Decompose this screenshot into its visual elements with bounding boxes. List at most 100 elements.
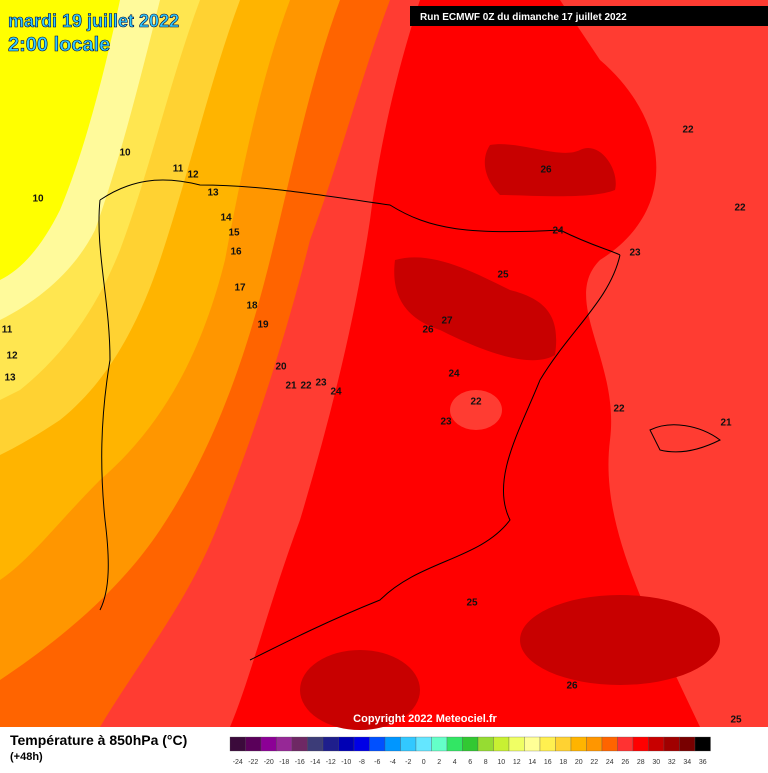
contour-label: 22 bbox=[470, 397, 482, 408]
colorbar-swatch bbox=[524, 736, 541, 752]
contour-label: 25 bbox=[497, 270, 509, 281]
contour-label: 17 bbox=[234, 283, 246, 294]
colorbar-tick: -20 bbox=[264, 759, 274, 766]
colorbar-tick: 0 bbox=[422, 759, 426, 766]
colorbar-swatch bbox=[694, 736, 711, 752]
contour-label: 26 bbox=[566, 681, 578, 692]
colorbar-tick: 18 bbox=[559, 759, 567, 766]
colorbar-swatch bbox=[632, 736, 649, 752]
contour-label: 26 bbox=[422, 325, 434, 336]
time-title: 2:00 locale bbox=[8, 34, 110, 56]
colorbar-tick: 10 bbox=[497, 759, 505, 766]
contour-label: 23 bbox=[315, 378, 327, 389]
colorbar-swatch bbox=[229, 736, 246, 752]
copyright: Copyright 2022 Meteociel.fr bbox=[353, 713, 497, 725]
contour-label: 23 bbox=[629, 248, 641, 259]
colorbar-tick: -14 bbox=[310, 759, 320, 766]
colorbar-tick: 12 bbox=[513, 759, 521, 766]
lead-time: (+48h) bbox=[10, 751, 43, 763]
hot-core bbox=[394, 257, 557, 361]
cool-spot bbox=[450, 390, 502, 430]
colorbar-swatch bbox=[555, 736, 572, 752]
contour-label: 26 bbox=[540, 165, 552, 176]
colorbar-tick: 24 bbox=[606, 759, 614, 766]
run-info: Run ECMWF 0Z du dimanche 17 juillet 2022 bbox=[420, 12, 627, 23]
contour-label: 27 bbox=[441, 316, 453, 327]
contour-label: 21 bbox=[285, 381, 297, 392]
coastline bbox=[98, 179, 621, 661]
contour-label: 12 bbox=[187, 170, 199, 181]
contour-label: 22 bbox=[613, 404, 625, 415]
contour-label: 21 bbox=[720, 418, 732, 429]
colorbar-tick: -22 bbox=[248, 759, 258, 766]
colorbar-tick: -10 bbox=[341, 759, 351, 766]
colorbar-swatch bbox=[679, 736, 696, 752]
colorbar-swatch bbox=[245, 736, 262, 752]
colorbar-tick: 26 bbox=[621, 759, 629, 766]
run-box bbox=[410, 6, 768, 26]
colorbar-tick: -12 bbox=[326, 759, 336, 766]
colorbar-tick: -6 bbox=[374, 759, 380, 766]
contour-label: 24 bbox=[448, 369, 460, 380]
colorbar-tick: 16 bbox=[544, 759, 552, 766]
colorbar: -24 -22 -20 -18 -16 -14 -12 -10 -8 -6 -4 -2 0 2 4 6 8 10 1… bbox=[229, 736, 711, 766]
colorbar-swatch bbox=[400, 736, 417, 752]
contour-label: 10 bbox=[32, 194, 44, 205]
colorbar-swatch bbox=[462, 736, 479, 752]
colorbar-swatch bbox=[601, 736, 618, 752]
contour-label: 25 bbox=[730, 715, 742, 726]
colorbar-swatch bbox=[291, 736, 308, 752]
contour-label: 19 bbox=[257, 320, 269, 331]
colorbar-swatch bbox=[322, 736, 339, 752]
contour-label: 18 bbox=[246, 301, 258, 312]
colorbar-tick: 8 bbox=[484, 759, 488, 766]
colorbar-tick: 22 bbox=[590, 759, 598, 766]
contour-label: 13 bbox=[4, 373, 16, 384]
contour-label: 15 bbox=[228, 228, 240, 239]
hot-core bbox=[300, 650, 420, 730]
contour-label: 10 bbox=[119, 148, 131, 159]
legend-title: Température à 850hPa (°C) bbox=[10, 732, 187, 748]
contour-label: 24 bbox=[330, 387, 342, 398]
colorbar-swatch bbox=[586, 736, 603, 752]
colorbar-swatch bbox=[307, 736, 324, 752]
colorbar-swatch bbox=[539, 736, 556, 752]
contour-label: 14 bbox=[220, 213, 232, 224]
band bbox=[0, 0, 120, 280]
contour-label: 12 bbox=[6, 351, 18, 362]
colorbar-swatch bbox=[338, 736, 355, 752]
contour-label: 22 bbox=[300, 381, 312, 392]
contour-label: 16 bbox=[230, 247, 242, 258]
contour-label: 11 bbox=[2, 325, 13, 336]
colorbar-tick: 30 bbox=[652, 759, 660, 766]
colorbar-tick: -4 bbox=[390, 759, 396, 766]
contour-label: 24 bbox=[552, 226, 564, 237]
colorbar-tick: 4 bbox=[453, 759, 457, 766]
contour-label: 22 bbox=[734, 203, 746, 214]
colorbar-tick: -24 bbox=[233, 759, 243, 766]
colorbar-tick: 14 bbox=[528, 759, 536, 766]
contour-label: 23 bbox=[440, 417, 452, 428]
colorbar-swatch bbox=[663, 736, 680, 752]
colorbar-swatch bbox=[508, 736, 525, 752]
contour-label: 11 bbox=[173, 164, 184, 175]
contour-label: 22 bbox=[682, 125, 694, 136]
island bbox=[649, 424, 721, 453]
colorbar-tick: 34 bbox=[683, 759, 691, 766]
colorbar-tick: 28 bbox=[637, 759, 645, 766]
colorbar-swatch bbox=[617, 736, 634, 752]
colorbar-tick: 6 bbox=[468, 759, 472, 766]
colorbar-swatch bbox=[415, 736, 432, 752]
contour-label: 20 bbox=[275, 362, 287, 373]
colorbar-tick: -8 bbox=[359, 759, 365, 766]
colorbar-swatch bbox=[353, 736, 370, 752]
hot-core bbox=[520, 595, 720, 685]
date-title: mardi 19 juillet 2022 bbox=[8, 11, 179, 31]
warm-area bbox=[560, 0, 768, 727]
contour-label: 25 bbox=[466, 598, 478, 609]
contour-label: 13 bbox=[207, 188, 219, 199]
hot-core bbox=[484, 144, 616, 197]
colorbar-swatch bbox=[570, 736, 587, 752]
